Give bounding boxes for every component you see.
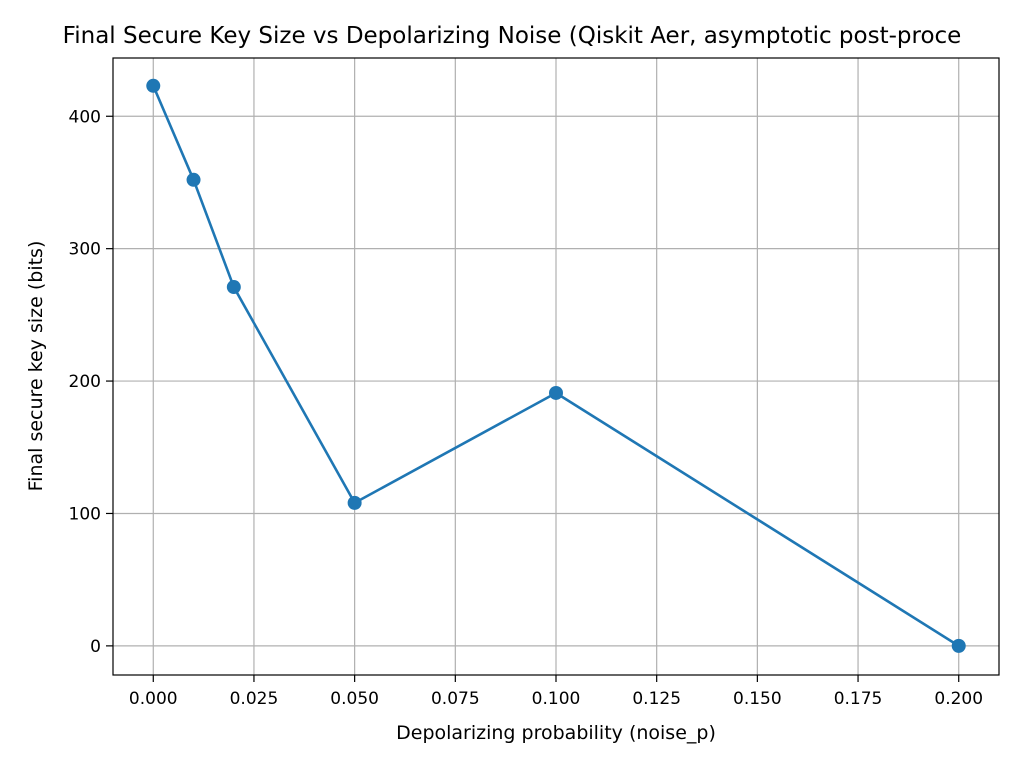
data-point: [226, 280, 241, 295]
y-tick-label: 300: [69, 240, 101, 260]
x-tick-label: 0.000: [129, 689, 178, 709]
x-tick-label: 0.150: [733, 689, 782, 709]
grid: [113, 58, 999, 675]
y-tick-label: 200: [69, 372, 101, 392]
series-line: [151, 84, 961, 648]
y-tick-label: 0: [90, 637, 101, 657]
y-axis-label: Final secure key size (bits): [25, 241, 47, 492]
data-point: [549, 385, 563, 400]
data-point: [186, 172, 201, 187]
x-tick-label: 0.175: [834, 689, 883, 709]
series-1: [146, 78, 966, 653]
data-point: [951, 638, 966, 653]
axes: 0.000 0.025 0.050 0.075 0.100 0.125 0.150 0.175…: [69, 57, 1000, 709]
x-tick-label: 0.100: [532, 689, 581, 709]
x-tick-label: 0.075: [431, 689, 480, 709]
x-tick-label: 0.125: [632, 689, 681, 709]
x-axis-label: Depolarizing probability (noise_p): [396, 722, 716, 744]
data-point: [347, 495, 362, 510]
y-tick-label: 400: [69, 107, 101, 127]
data-point: [146, 78, 161, 93]
x-tick-label: 0.050: [330, 689, 379, 709]
chart-title: Final Secure Key Size vs Depolarizing No…: [63, 23, 962, 49]
x-tick-label: 0.025: [230, 689, 279, 709]
plot-frame: [112, 57, 1000, 676]
y-tick-label: 100: [69, 504, 101, 524]
x-tick-label: 0.200: [934, 689, 983, 709]
